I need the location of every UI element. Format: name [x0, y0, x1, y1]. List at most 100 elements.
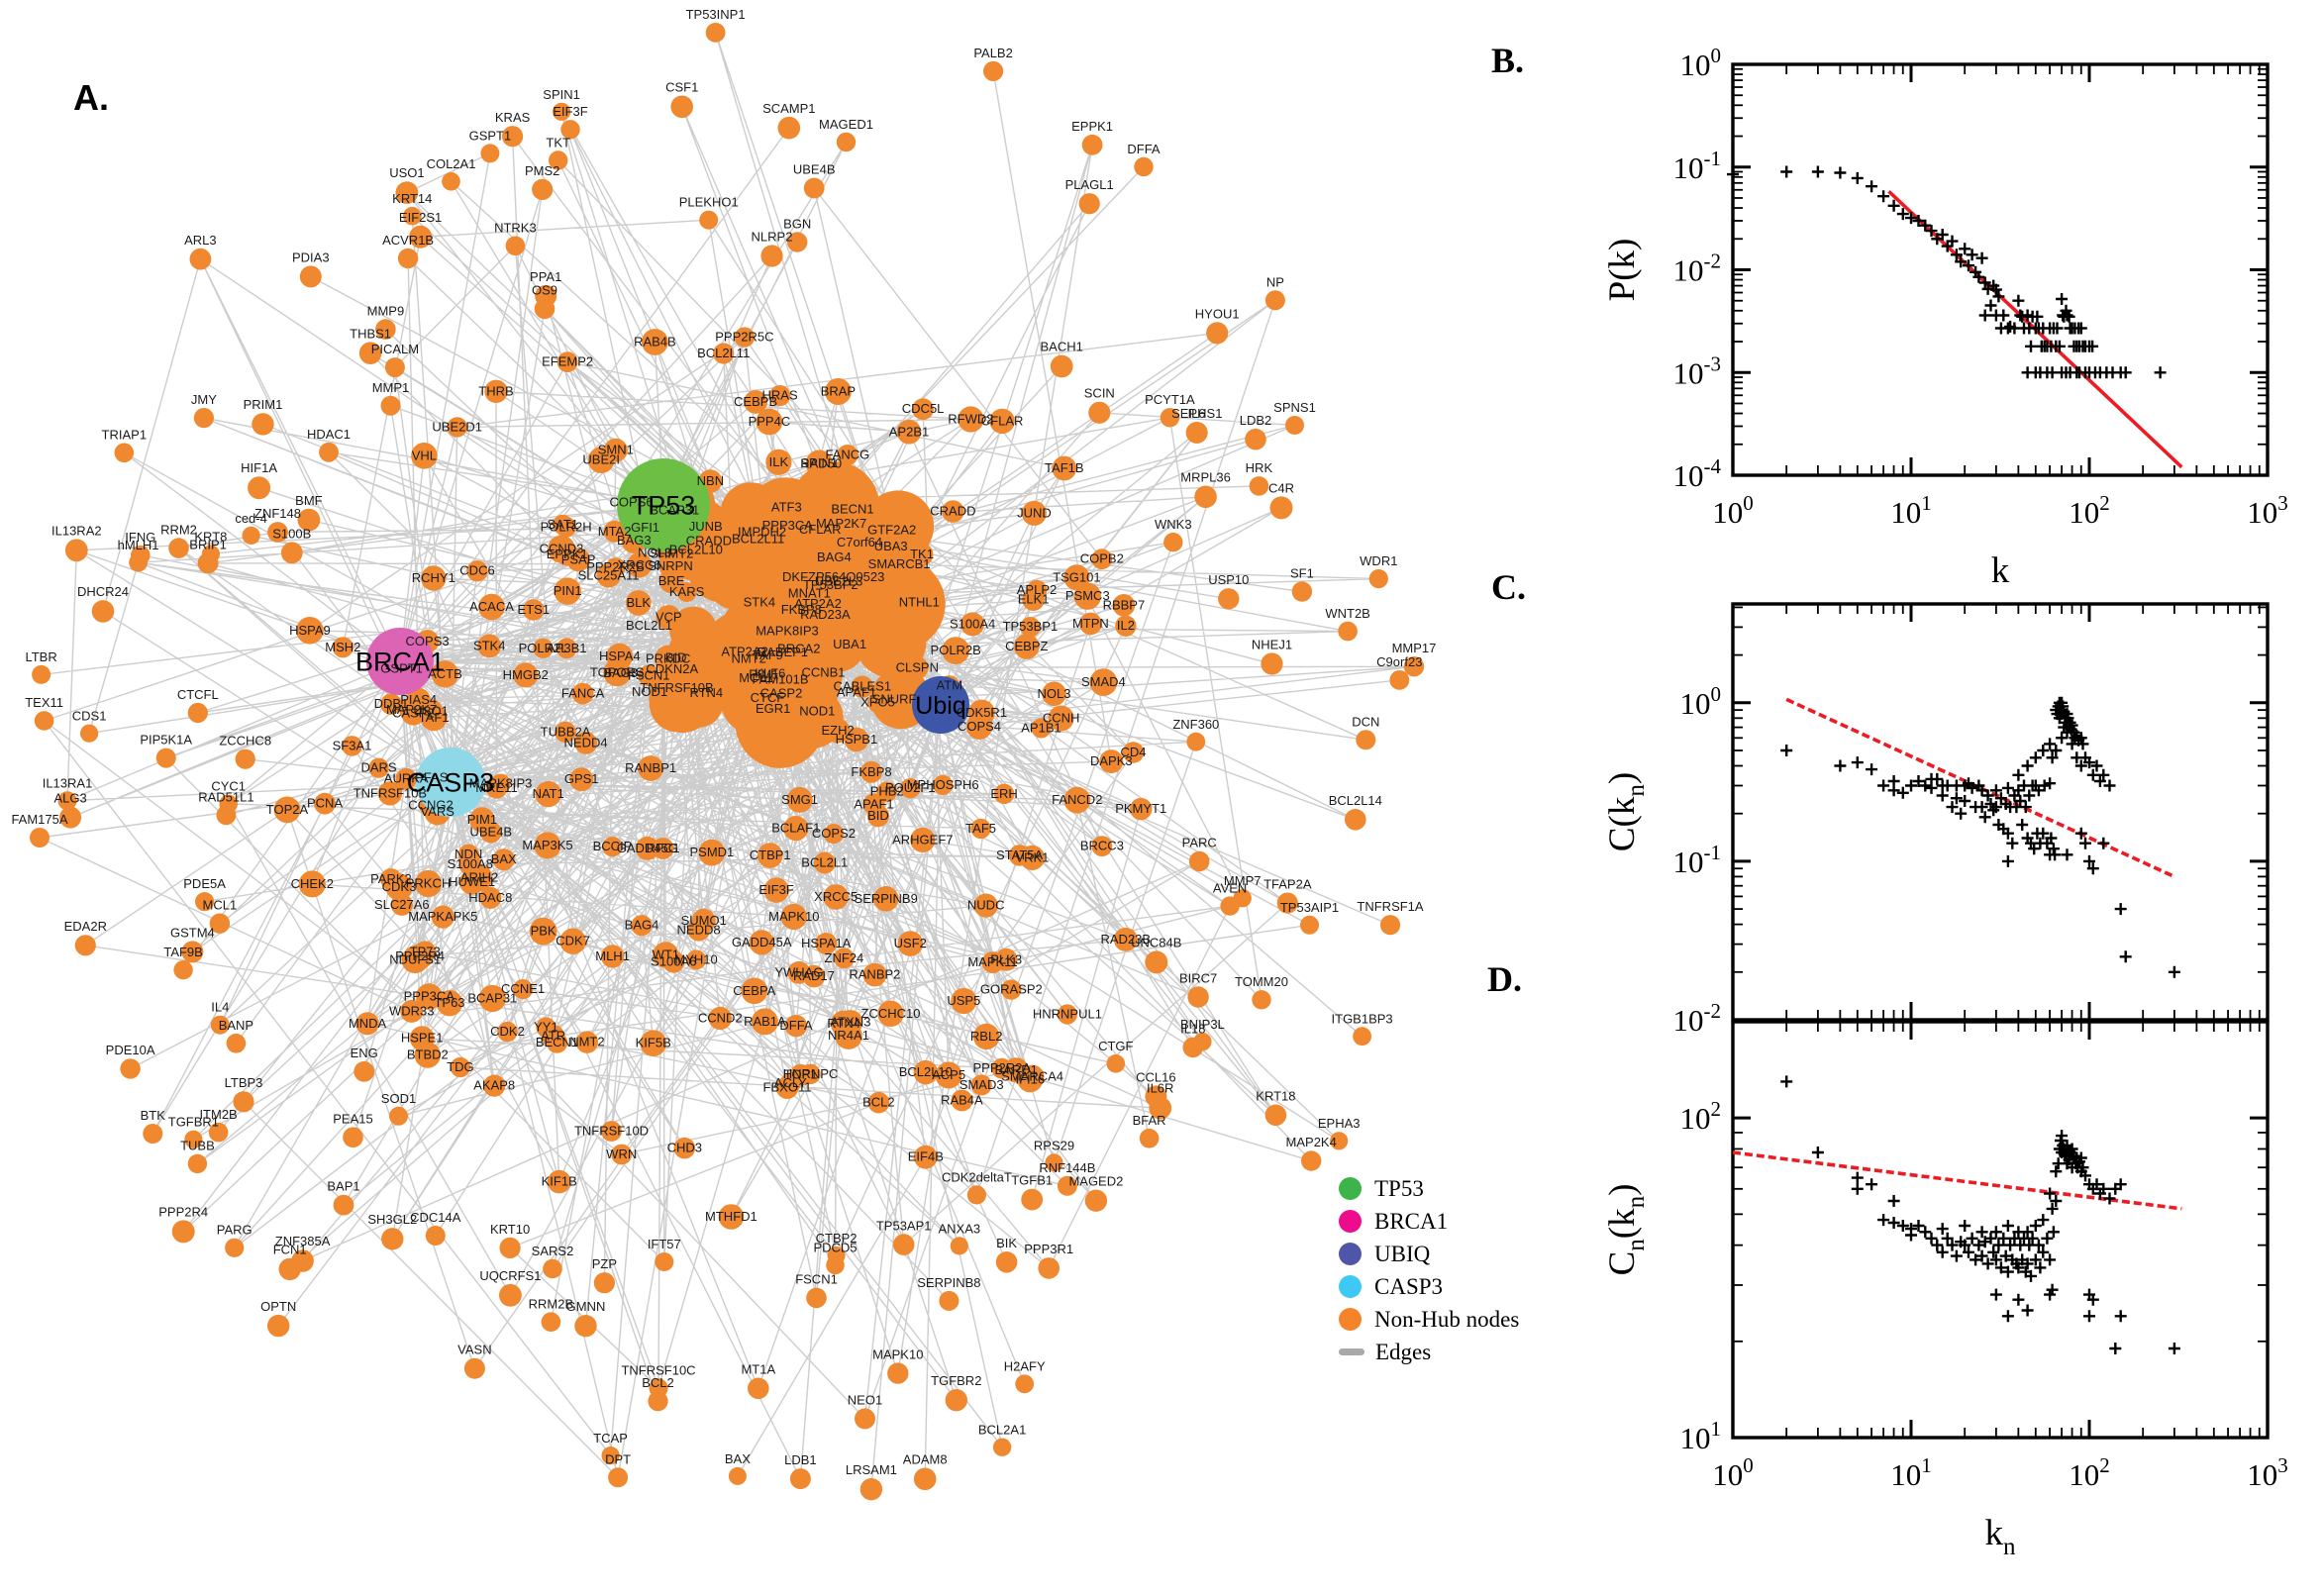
svg-text:BCL2: BCL2: [862, 1095, 895, 1110]
svg-text:103: 103: [2247, 1453, 2288, 1492]
svg-text:GADD45G: GADD45G: [617, 841, 678, 855]
legend-label-casp3: CASP3: [1374, 1274, 1444, 1299]
svg-text:ENG: ENG: [351, 1046, 378, 1060]
svg-text:NTRK3: NTRK3: [494, 221, 537, 236]
svg-text:MAP2K4: MAP2K4: [1286, 1135, 1337, 1149]
svg-text:SERPINB8: SERPINB8: [917, 1275, 980, 1290]
svg-text:NMT2: NMT2: [732, 651, 766, 666]
svg-text:SPIN1: SPIN1: [543, 87, 580, 102]
svg-text:BCL2: BCL2: [642, 1375, 674, 1390]
svg-text:KIF1B: KIF1B: [542, 1174, 577, 1189]
svg-text:BAG3: BAG3: [603, 665, 638, 680]
svg-text:ATM: ATM: [937, 678, 962, 693]
svg-text:10-1: 10-1: [1673, 147, 1722, 185]
svg-text:UBE4B: UBE4B: [793, 162, 836, 177]
svg-text:CDKN2A: CDKN2A: [646, 661, 698, 676]
svg-text:DKFZP564O0523: DKFZP564O0523: [782, 569, 884, 584]
svg-text:ATF3: ATF3: [771, 499, 802, 514]
svg-text:PARK2: PARK2: [370, 871, 412, 886]
svg-text:BCAP31: BCAP31: [650, 503, 699, 518]
svg-text:TNFRSF10B: TNFRSF10B: [354, 785, 427, 800]
svg-text:BACH1: BACH1: [1041, 340, 1083, 354]
svg-text:LRSAM1: LRSAM1: [846, 1462, 897, 1477]
panel-label-a: A.: [73, 77, 109, 118]
svg-text:ARL3: ARL3: [184, 233, 217, 248]
svg-text:ACACA: ACACA: [469, 599, 514, 614]
svg-text:MYH10: MYH10: [674, 951, 717, 966]
svg-text:SCAMP1: SCAMP1: [762, 101, 815, 116]
svg-text:CABLES1: CABLES1: [834, 679, 892, 694]
hub-node-brca1: [366, 628, 434, 695]
svg-text:CLSPN: CLSPN: [896, 660, 939, 675]
svg-text:HSPB1: HSPB1: [836, 732, 878, 747]
svg-text:FCN1: FCN1: [273, 1243, 307, 1257]
svg-text:FANCA: FANCA: [561, 686, 605, 701]
svg-text:MAPKAPK5: MAPKAPK5: [408, 909, 477, 924]
svg-text:SMAD3: SMAD3: [960, 1077, 1004, 1092]
svg-text:ced-4: ced-4: [235, 511, 267, 526]
svg-text:KARS: KARS: [669, 584, 705, 599]
legend-item-edges: Edges: [1339, 1336, 1519, 1368]
svg-text:MAPK10: MAPK10: [872, 1347, 923, 1361]
svg-text:SF3A1: SF3A1: [333, 738, 372, 752]
svg-text:FAM101B: FAM101B: [752, 671, 808, 686]
svg-text:WT1: WT1: [653, 947, 679, 961]
svg-text:PRKDC: PRKDC: [646, 650, 691, 665]
svg-text:BRCA2: BRCA2: [777, 641, 820, 655]
svg-text:BAG4: BAG4: [625, 918, 659, 933]
svg-text:NP: NP: [1266, 274, 1284, 289]
svg-text:PALB2: PALB2: [973, 46, 1013, 60]
svg-text:SLC27A6: SLC27A6: [374, 897, 430, 912]
svg-text:TCAP: TCAP: [593, 1431, 628, 1446]
svg-text:BRCC3: BRCC3: [1080, 839, 1124, 853]
svg-text:BMF: BMF: [295, 493, 323, 508]
svg-text:CEBPA: CEBPA: [733, 983, 775, 998]
plot-b-frame: [1731, 62, 2270, 477]
svg-text:WNT2B: WNT2B: [1325, 606, 1370, 621]
svg-text:UNC84B: UNC84B: [1131, 935, 1181, 949]
svg-text:ATXN3: ATXN3: [831, 1014, 871, 1029]
svg-text:POU2F1: POU2F1: [885, 780, 936, 795]
svg-text:ACLY: ACLY: [774, 1075, 807, 1090]
svg-text:PMS2: PMS2: [525, 163, 559, 178]
svg-text:UBE2L3: UBE2L3: [815, 573, 862, 588]
svg-text:100: 100: [1712, 1453, 1754, 1492]
svg-text:RAB4A: RAB4A: [941, 1093, 983, 1108]
svg-text:KRAS: KRAS: [495, 110, 531, 125]
svg-text:RNF144B: RNF144B: [1039, 1160, 1095, 1175]
svg-text:FBXO11: FBXO11: [763, 1080, 812, 1095]
svg-text:CDS1: CDS1: [72, 709, 107, 724]
panel-label-d: D.: [1487, 959, 1522, 999]
svg-text:GADD45A: GADD45A: [732, 935, 792, 949]
svg-text:PLEKHO1: PLEKHO1: [679, 195, 739, 210]
svg-text:SUMO1: SUMO1: [681, 913, 727, 928]
plot-c: 100 10-1 10-2 C(kn​): [1602, 602, 2270, 1038]
svg-text:MMP1: MMP1: [372, 380, 410, 395]
svg-text:S100B: S100B: [272, 526, 311, 541]
svg-text:CHEK2: CHEK2: [291, 876, 334, 891]
svg-text:DHCR24: DHCR24: [77, 584, 129, 599]
svg-text:MAPK10: MAPK10: [768, 909, 819, 924]
svg-text:CEBPZ: CEBPZ: [1005, 639, 1048, 653]
svg-text:VASN: VASN: [457, 1343, 491, 1357]
svg-text:PIM1: PIM1: [467, 812, 497, 827]
svg-text:C4R: C4R: [1268, 480, 1294, 495]
svg-text:BGN: BGN: [783, 216, 811, 231]
plot-c-frame: [1731, 602, 2270, 1022]
svg-text:RABEP1: RABEP1: [758, 645, 808, 659]
svg-text:MAPK11: MAPK11: [967, 954, 1017, 969]
svg-text:RTN4: RTN4: [827, 1016, 860, 1031]
svg-text:BCL2L14: BCL2L14: [1329, 793, 1382, 808]
plot-b-ylabel: P(k): [1602, 239, 1643, 302]
plot-d-fit-line: [1732, 1150, 2182, 1211]
svg-text:IFT57: IFT57: [648, 1237, 681, 1251]
svg-text:BCL2L1: BCL2L1: [626, 618, 672, 633]
svg-text:RANBP1: RANBP1: [625, 760, 676, 775]
svg-text:HNRNPUL1: HNRNPUL1: [1033, 1007, 1102, 1022]
svg-text:HSPA4: HSPA4: [599, 648, 641, 663]
svg-text:CDK2deltaT: CDK2deltaT: [942, 1169, 1012, 1184]
svg-text:DARS: DARS: [360, 760, 396, 775]
svg-text:101: 101: [1890, 1453, 1932, 1492]
svg-text:KIF5B: KIF5B: [636, 1036, 671, 1050]
svg-text:CDK3: CDK3: [382, 879, 417, 894]
